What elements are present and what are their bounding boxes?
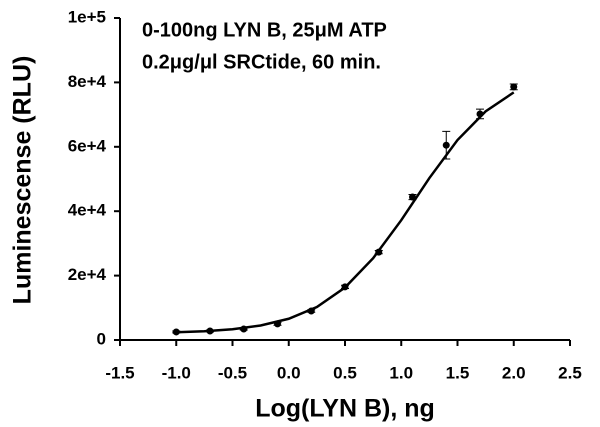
- data-point: [442, 141, 450, 149]
- data-point: [206, 327, 214, 335]
- x-tick-label: 2.5: [558, 363, 582, 382]
- data-point: [341, 283, 349, 291]
- y-tick-label: 6e+4: [68, 136, 107, 155]
- fit-curve: [176, 91, 515, 334]
- data-point: [172, 328, 180, 336]
- y-tick-label: 4e+4: [68, 201, 107, 220]
- annotation: 0-100ng LYN B, 25μM ATP: [142, 19, 387, 41]
- x-tick-label: -1.5: [105, 363, 134, 382]
- data-point: [240, 325, 248, 333]
- y-tick-label: 2e+4: [68, 265, 107, 284]
- x-tick-label: 2.0: [502, 363, 526, 382]
- x-tick-label: -0.5: [218, 363, 247, 382]
- data-point: [510, 83, 518, 91]
- data-point: [274, 320, 281, 328]
- annotation: 0.2μg/μl SRCtide, 60 min.: [142, 51, 381, 73]
- x-tick-label: -1.0: [162, 363, 191, 382]
- y-tick-label: 0: [97, 329, 106, 348]
- data-point: [375, 248, 383, 256]
- data-point: [409, 193, 416, 201]
- y-axis-title: Luminescense (RLU): [9, 56, 37, 305]
- x-tick-label: 1.5: [446, 363, 470, 382]
- data-point: [307, 307, 315, 315]
- x-tick-label: 0.0: [277, 363, 301, 382]
- y-tick-label: 1e+5: [68, 7, 106, 26]
- y-tick-label: 8e+4: [68, 72, 107, 91]
- data-point: [476, 110, 484, 118]
- x-tick-label: 0.5: [333, 363, 357, 382]
- x-axis-title: Log(LYN B), ng: [255, 395, 435, 423]
- x-tick-label: 1.0: [389, 363, 413, 382]
